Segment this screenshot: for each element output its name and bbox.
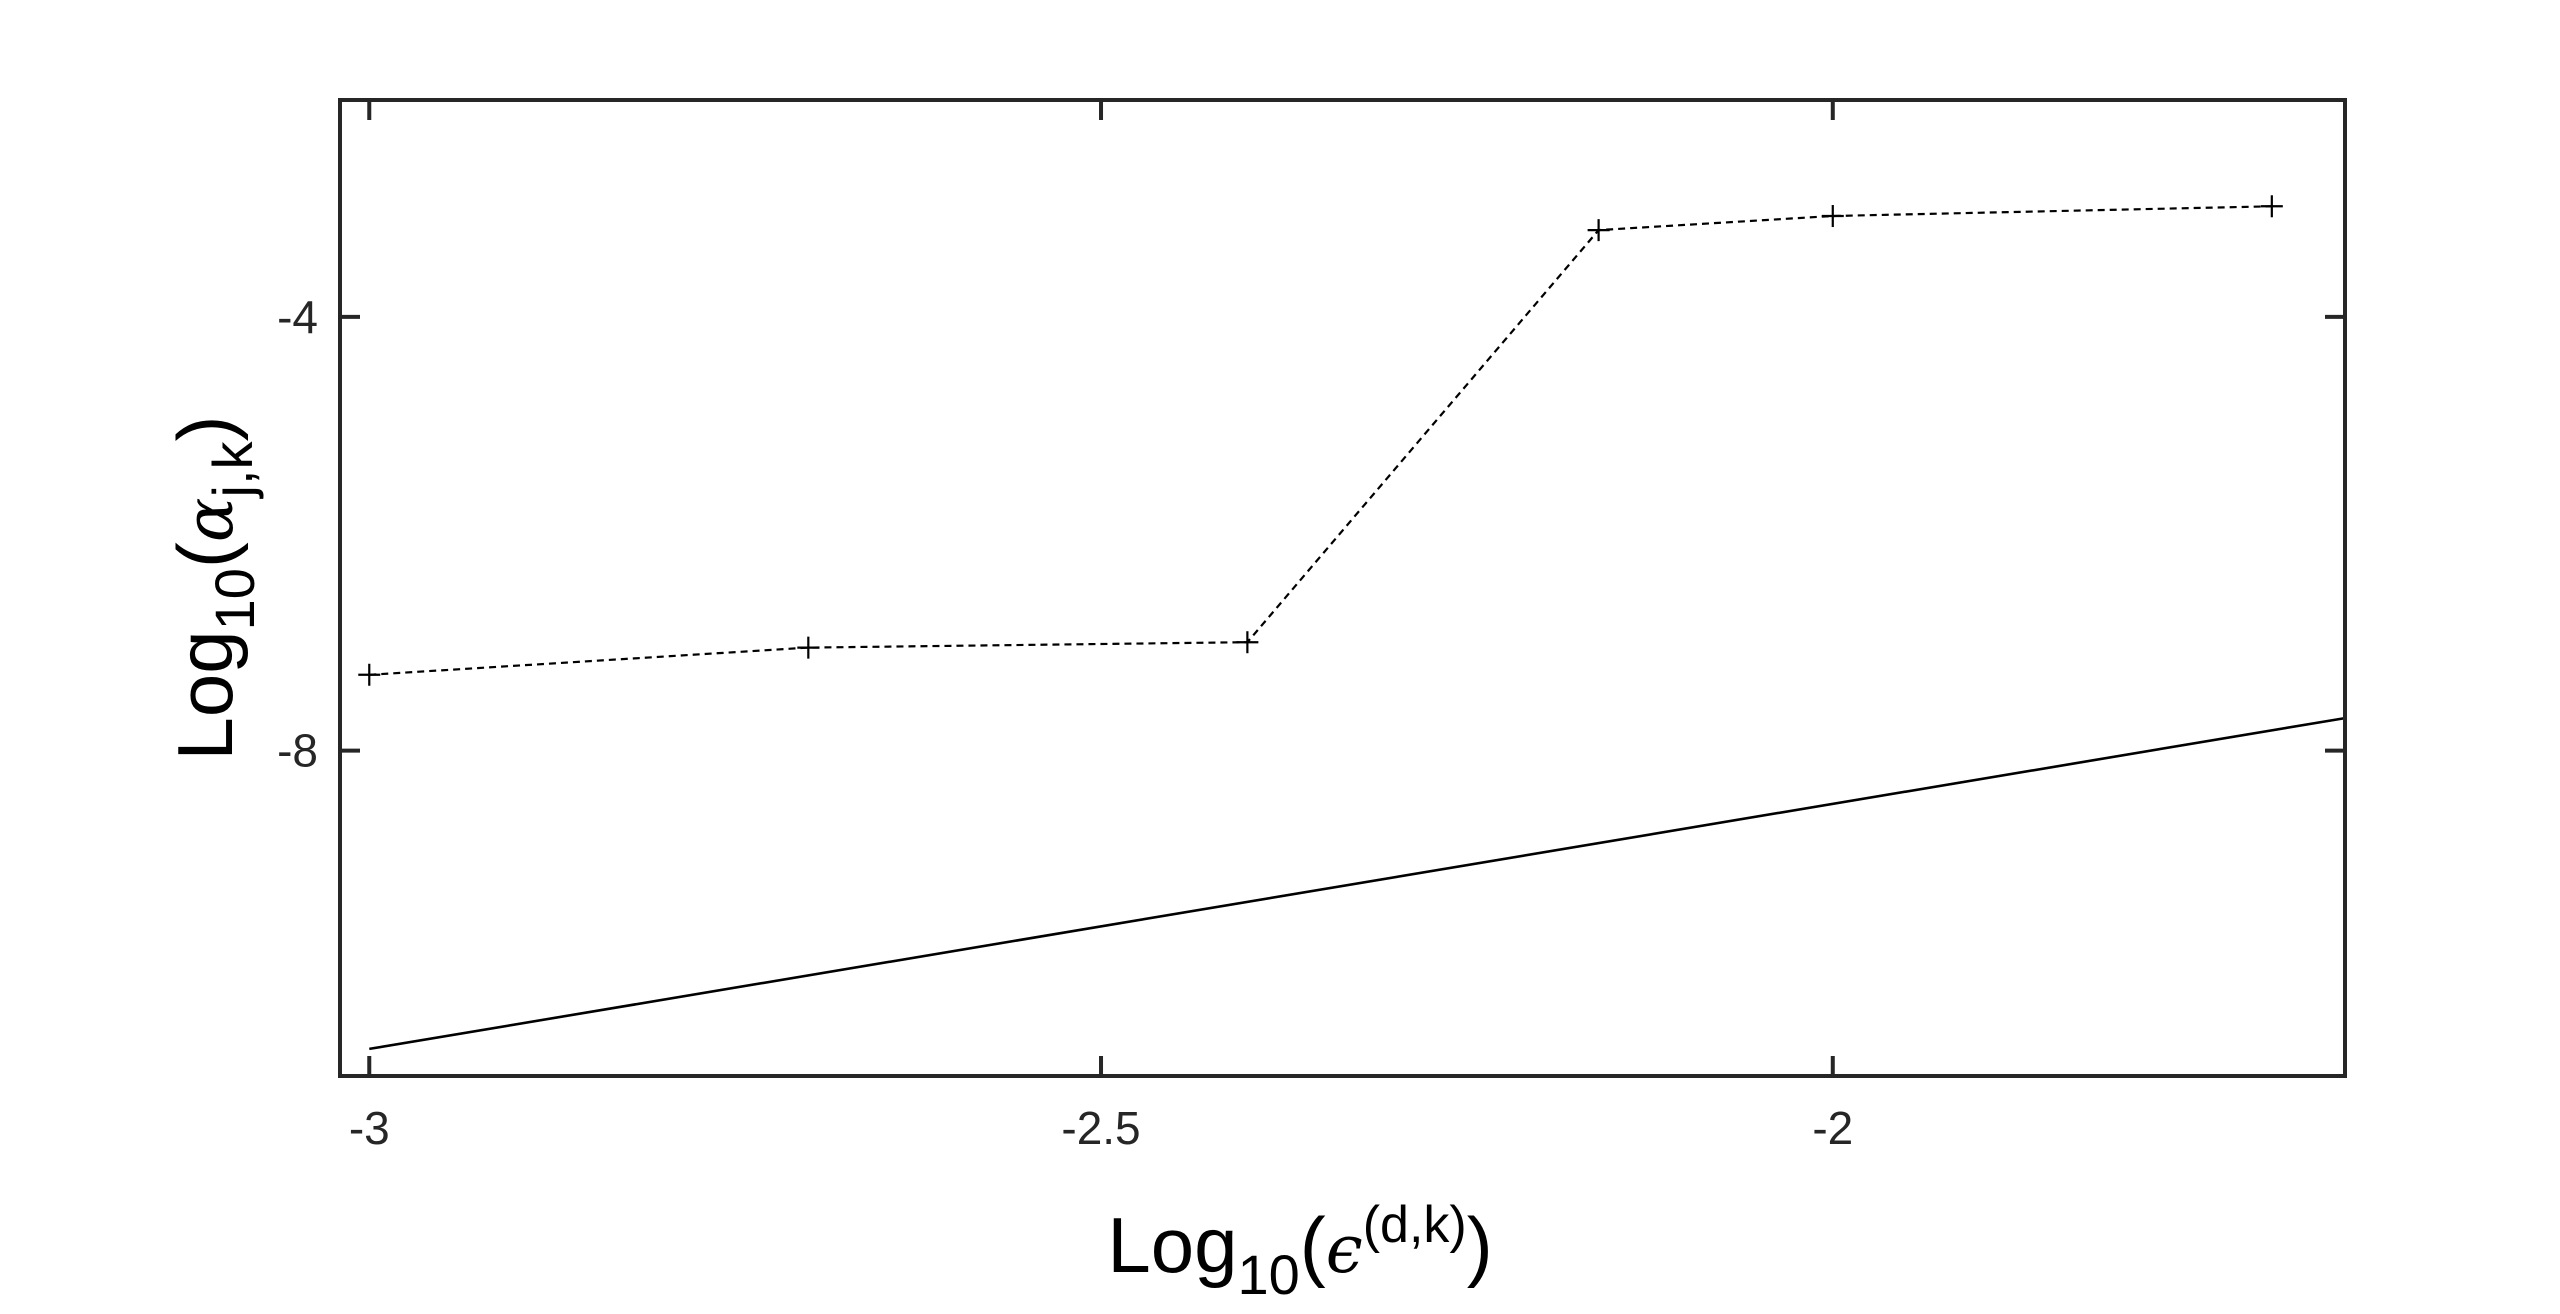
x-tick-label: -2: [1812, 1102, 1853, 1154]
series-1-point: [358, 663, 381, 686]
plot-frame: [338, 98, 2347, 1078]
x-axis-title: Log10(ϵ(d,k)): [1107, 1196, 1492, 1306]
series-1-point: [1587, 219, 1610, 242]
series-1-point: [797, 636, 820, 659]
series-1-point: [2260, 195, 2283, 218]
y-tick-label: -4: [277, 291, 318, 343]
tick-layer: -3 -2.5 -2 -4 -8: [277, 100, 2345, 1154]
x-tick-label: -2.5: [1061, 1102, 1140, 1154]
series-1-line: [369, 205, 2272, 676]
series-layer: [358, 195, 2346, 1051]
series-1-point: [1236, 631, 1259, 654]
plot-area: [340, 100, 2345, 1076]
x-tick-label: -3: [349, 1102, 390, 1154]
series-1-point: [1821, 205, 1844, 228]
y-tick-label: -8: [277, 725, 318, 777]
y-axis-title: Log10(αj,k): [161, 416, 266, 761]
series-2-line: [369, 716, 2346, 1051]
